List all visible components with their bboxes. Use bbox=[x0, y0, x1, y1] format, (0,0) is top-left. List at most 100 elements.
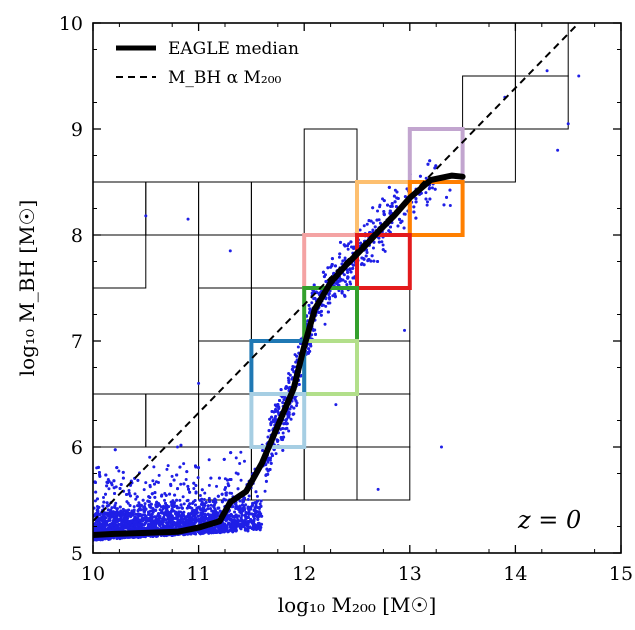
scatter-point bbox=[239, 507, 243, 511]
grid-cell bbox=[356, 287, 411, 342]
scatter-point bbox=[418, 174, 422, 178]
scatter-point bbox=[371, 246, 375, 250]
scatter-point bbox=[237, 507, 241, 511]
scatter-point bbox=[174, 524, 178, 528]
scatter-point bbox=[228, 522, 232, 526]
scatter-point bbox=[340, 290, 344, 294]
scatter-point bbox=[111, 515, 115, 519]
scatter-point bbox=[127, 508, 131, 512]
scatter-point bbox=[434, 164, 438, 168]
scatter-point bbox=[349, 240, 353, 244]
grid-cell bbox=[198, 393, 252, 448]
scatter-point bbox=[223, 487, 227, 491]
scatter-point bbox=[108, 509, 112, 513]
scatter-point bbox=[252, 508, 256, 512]
scatter-point bbox=[142, 488, 146, 492]
scatter-point bbox=[263, 489, 267, 493]
scatter-point bbox=[448, 203, 452, 207]
scatter-point bbox=[151, 509, 155, 513]
scatter-point bbox=[220, 500, 224, 504]
scatter-point bbox=[133, 492, 137, 496]
scatter-point bbox=[337, 255, 341, 259]
scatter-point bbox=[196, 476, 200, 480]
scatter-point bbox=[217, 476, 221, 480]
scatter-point bbox=[103, 492, 107, 496]
scatter-point bbox=[336, 283, 340, 287]
scatter-point bbox=[290, 377, 294, 381]
scatter-point bbox=[239, 478, 243, 482]
scatter-point bbox=[372, 259, 376, 263]
scatter-point bbox=[149, 502, 153, 506]
scatter-point bbox=[346, 247, 350, 251]
grid-cell bbox=[462, 128, 516, 183]
scatter-point bbox=[426, 162, 430, 166]
scatter-point bbox=[255, 494, 259, 498]
scatter-point bbox=[250, 526, 254, 530]
grid-cell bbox=[198, 234, 252, 289]
scatter-point bbox=[106, 481, 110, 485]
scatter-point bbox=[257, 526, 261, 530]
scatter-point bbox=[430, 186, 434, 190]
scatter-point bbox=[428, 197, 432, 201]
scatter-point bbox=[424, 197, 428, 201]
scatter-point bbox=[151, 479, 155, 483]
scatter-point bbox=[287, 429, 291, 433]
scatter-point bbox=[148, 455, 152, 459]
scatter-point bbox=[165, 467, 169, 471]
grid-cell bbox=[303, 393, 358, 448]
scatter-point bbox=[156, 481, 160, 485]
scatter-point bbox=[289, 405, 293, 409]
scatter-point bbox=[389, 225, 393, 229]
scatter-point bbox=[169, 513, 173, 517]
scatter-point bbox=[371, 221, 375, 225]
scatter-point bbox=[281, 431, 285, 435]
scatter-point bbox=[101, 504, 105, 508]
scatter-point bbox=[367, 219, 371, 223]
scatter-point bbox=[345, 283, 349, 287]
scatter-point bbox=[326, 310, 330, 314]
scatter-point bbox=[166, 526, 170, 530]
scatter-point bbox=[371, 206, 375, 210]
scatter-point bbox=[251, 521, 255, 525]
scatter-point bbox=[239, 516, 243, 520]
scatter-point bbox=[166, 464, 170, 468]
scatter-point bbox=[216, 525, 220, 529]
scatter-point bbox=[135, 526, 139, 530]
scatter-point bbox=[206, 512, 210, 516]
scatter-point bbox=[175, 511, 179, 515]
scatter-point bbox=[135, 495, 139, 499]
scatter-point bbox=[178, 465, 182, 469]
grid-cell bbox=[145, 393, 200, 448]
scatter-point bbox=[220, 492, 224, 496]
scatter-point bbox=[98, 474, 102, 478]
scatter-point bbox=[141, 498, 145, 502]
scatter-point bbox=[246, 529, 250, 533]
scatter-point bbox=[383, 249, 387, 253]
scatter-point bbox=[93, 499, 97, 503]
scatter-point bbox=[107, 487, 111, 491]
scatter-point bbox=[380, 240, 384, 244]
grid-cells bbox=[93, 23, 569, 501]
scatter-point bbox=[121, 470, 125, 474]
scatter-point bbox=[119, 509, 123, 513]
scatter-point bbox=[285, 426, 289, 430]
scatter-point bbox=[165, 507, 169, 511]
scatter-point bbox=[105, 501, 109, 505]
scatter-point bbox=[362, 257, 366, 261]
scatter-point bbox=[94, 490, 98, 494]
scatter-point bbox=[277, 405, 281, 409]
scatter-point bbox=[271, 454, 275, 458]
scatter-point bbox=[367, 257, 371, 261]
scatter-point bbox=[390, 201, 394, 205]
scatter-point bbox=[269, 423, 273, 427]
scatter-point bbox=[260, 514, 264, 518]
scatter-point bbox=[113, 520, 117, 524]
scatter-point bbox=[365, 222, 369, 226]
scatter-point bbox=[152, 465, 156, 469]
scatter-point bbox=[346, 276, 350, 280]
scatter-point bbox=[253, 506, 257, 510]
scatter-point bbox=[238, 504, 242, 508]
scatter-point bbox=[274, 408, 278, 412]
grid-cell bbox=[462, 75, 516, 130]
scatter-point bbox=[335, 280, 339, 284]
